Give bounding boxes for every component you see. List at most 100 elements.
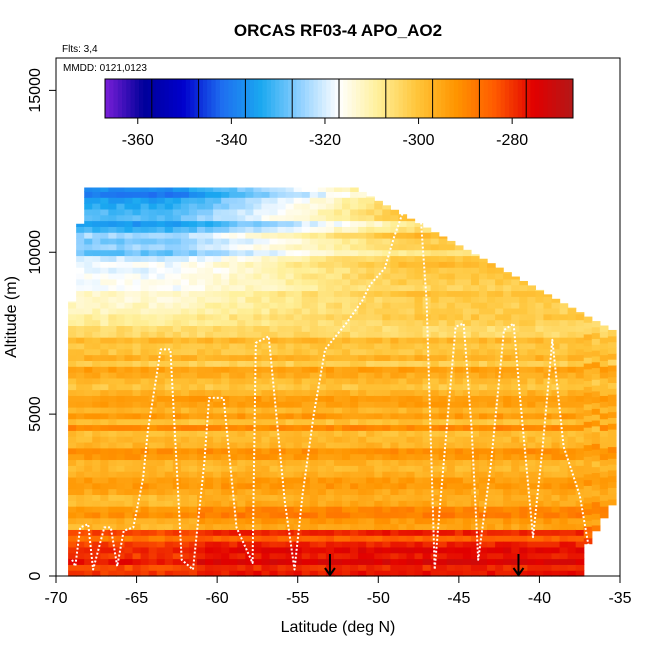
heatmap-cell bbox=[454, 313, 464, 321]
heatmap-cell bbox=[470, 564, 480, 571]
heatmap-cell bbox=[237, 389, 246, 396]
colorbar-swatch bbox=[475, 79, 480, 118]
heatmap-cell bbox=[406, 261, 416, 268]
heatmap-cell bbox=[180, 447, 190, 455]
heatmap-cell bbox=[156, 517, 166, 525]
heatmap-cell bbox=[398, 441, 408, 449]
heatmap-cell bbox=[172, 214, 182, 222]
heatmap-cell bbox=[333, 325, 343, 332]
heatmap-cell bbox=[543, 517, 553, 525]
heatmap-cell bbox=[213, 412, 222, 420]
heatmap-cell bbox=[261, 407, 271, 414]
heatmap-cell bbox=[406, 232, 416, 239]
heatmap-cell bbox=[470, 284, 480, 292]
heatmap-cell bbox=[277, 296, 287, 303]
heatmap-cell bbox=[422, 238, 432, 245]
heatmap-cell bbox=[398, 436, 408, 443]
heatmap-cell bbox=[213, 383, 222, 391]
heatmap-cell bbox=[269, 418, 279, 426]
heatmap-cell bbox=[567, 570, 577, 577]
heatmap-cell bbox=[76, 517, 85, 525]
heatmap-cell bbox=[140, 238, 150, 245]
heatmap-cell bbox=[575, 377, 585, 385]
heatmap-cell bbox=[188, 412, 198, 420]
heatmap-cell bbox=[511, 366, 520, 373]
heatmap-cell bbox=[438, 529, 448, 536]
heatmap-cell bbox=[406, 488, 416, 496]
heatmap-cell bbox=[108, 401, 118, 408]
heatmap-cell bbox=[575, 465, 585, 472]
heatmap-cell bbox=[108, 302, 118, 309]
heatmap-cell bbox=[253, 360, 263, 367]
heatmap-cell bbox=[511, 471, 520, 478]
heatmap-cell bbox=[406, 319, 416, 327]
heatmap-cell bbox=[164, 441, 174, 449]
heatmap-cell bbox=[422, 506, 432, 513]
heatmap-cell bbox=[84, 541, 93, 548]
heatmap-cell bbox=[140, 267, 150, 274]
heatmap-cell bbox=[253, 348, 263, 356]
heatmap-cell bbox=[221, 506, 230, 513]
heatmap-cell bbox=[342, 401, 351, 408]
heatmap-cell bbox=[245, 214, 254, 222]
heatmap-cell bbox=[205, 476, 214, 484]
heatmap-cell bbox=[366, 447, 375, 455]
heatmap-cell bbox=[197, 232, 206, 239]
heatmap-cell bbox=[124, 214, 134, 222]
heatmap-cell bbox=[197, 187, 206, 192]
heatmap-cell bbox=[92, 203, 101, 210]
heatmap-cell bbox=[156, 290, 166, 297]
heatmap-cell bbox=[599, 331, 609, 338]
heatmap-cell bbox=[132, 494, 142, 501]
heatmap-cell bbox=[269, 476, 279, 484]
heatmap-cell bbox=[221, 407, 230, 414]
heatmap-cell bbox=[108, 459, 118, 466]
heatmap-cell bbox=[164, 523, 174, 530]
heatmap-cell bbox=[406, 307, 416, 315]
heatmap-cell bbox=[374, 238, 383, 245]
heatmap-cell bbox=[221, 267, 230, 274]
heatmap-cell bbox=[374, 220, 383, 227]
heatmap-cell bbox=[180, 337, 190, 344]
heatmap-cell bbox=[325, 208, 335, 216]
heatmap-cell bbox=[100, 476, 109, 484]
heatmap-cell bbox=[108, 552, 118, 560]
heatmap-cell bbox=[108, 307, 118, 315]
heatmap-cell bbox=[188, 453, 198, 461]
heatmap-cell bbox=[374, 354, 383, 361]
heatmap-cell bbox=[76, 383, 85, 391]
heatmap-cell bbox=[495, 389, 504, 396]
heatmap-cell bbox=[591, 431, 601, 439]
heatmap-cell bbox=[470, 418, 480, 426]
heatmap-cell bbox=[68, 401, 77, 408]
heatmap-cell bbox=[100, 494, 109, 501]
heatmap-cell bbox=[487, 511, 496, 519]
heatmap-cell bbox=[108, 558, 118, 565]
heatmap-cell bbox=[245, 197, 254, 204]
heatmap-cell bbox=[358, 249, 367, 257]
x-tick-label: -50 bbox=[367, 590, 390, 607]
heatmap-cell bbox=[607, 364, 617, 372]
heatmap-cell bbox=[519, 280, 528, 286]
heatmap-cell bbox=[132, 389, 142, 396]
heatmap-cell bbox=[68, 301, 77, 303]
heatmap-cell bbox=[342, 261, 351, 268]
heatmap-cell bbox=[342, 232, 351, 239]
heatmap-cell bbox=[511, 570, 520, 577]
heatmap-cell bbox=[180, 296, 190, 303]
heatmap-cell bbox=[583, 508, 593, 516]
heatmap-cell bbox=[430, 517, 440, 525]
heatmap-cell bbox=[462, 313, 472, 321]
heatmap-cell bbox=[84, 383, 93, 391]
colorbar-swatch bbox=[360, 79, 366, 118]
heatmap-cell bbox=[398, 331, 408, 338]
heatmap-cell bbox=[382, 319, 391, 327]
heatmap-cell bbox=[108, 337, 118, 344]
heatmap-cell bbox=[390, 535, 400, 542]
heatmap-cell bbox=[285, 197, 295, 204]
heatmap-cell bbox=[414, 564, 424, 571]
heatmap-cell bbox=[382, 238, 391, 245]
heatmap-cell bbox=[164, 494, 174, 501]
heatmap-cell bbox=[607, 469, 617, 477]
heatmap-cell bbox=[583, 345, 593, 352]
